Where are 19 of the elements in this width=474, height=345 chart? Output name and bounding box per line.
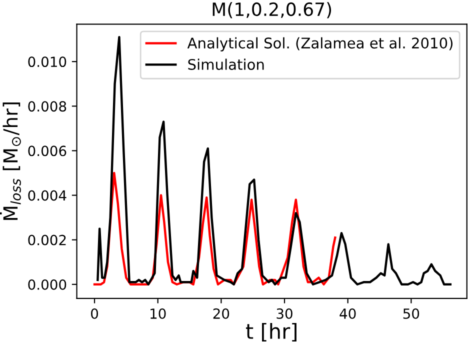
- x-tick-label: 10: [150, 308, 166, 319]
- y-tick-label: 0.006: [28, 146, 66, 156]
- x-tick-label: 20: [213, 308, 230, 319]
- legend-label: Simulation: [188, 58, 264, 70]
- y-tick-label: 0.010: [28, 56, 66, 68]
- x-tick-label: 30: [276, 308, 292, 319]
- chart-title: M(1,0.2,0.67): [212, 2, 332, 18]
- x-tick-label: 40: [340, 308, 356, 319]
- y-tick-label: 0.002: [28, 234, 66, 246]
- x-tick-label: 50: [403, 308, 420, 319]
- line-series: [96, 36, 452, 286]
- y-tick-label: 0.000: [28, 279, 66, 290]
- legend-label: Analytical Sol. (Zalamea et al. 2010): [187, 37, 453, 52]
- x-tick-label: 0: [91, 308, 98, 319]
- y-tick-label: 0.008: [28, 101, 66, 112]
- line-series: [93, 172, 336, 286]
- x-axis-title: t [hr]: [246, 322, 296, 342]
- y-tick-label: 0.004: [28, 190, 66, 201]
- y-axis-title: Ṁ$_{loss}$ [M$_{⊙}$/hr]: [0, 102, 21, 220]
